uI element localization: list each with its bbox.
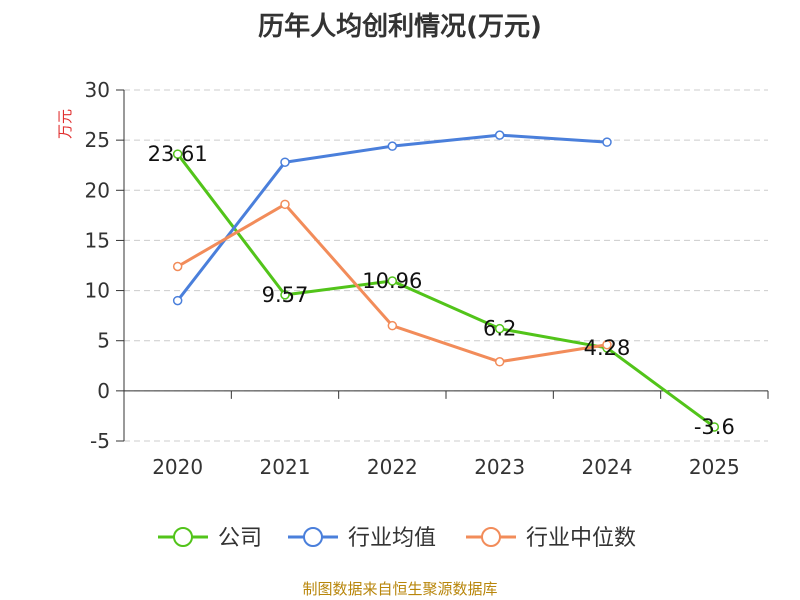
- data-labels: 23.61 9.57 10.96 6.2 4.28 -3.6: [148, 142, 735, 439]
- data-point: [280, 290, 290, 300]
- data-point: [280, 157, 290, 167]
- y-tick-label: 5: [97, 329, 110, 353]
- y-tick-label: -5: [90, 429, 110, 453]
- legend: 公司 行业均值 行业中位数: [158, 526, 636, 551]
- data-point: [172, 295, 183, 306]
- x-tick-label: 2024: [582, 455, 633, 479]
- x-tick-label: 2025: [689, 455, 740, 479]
- series-lines: [172, 130, 720, 432]
- data-label: 9.57: [262, 283, 309, 307]
- x-tick-label: 2023: [474, 455, 525, 479]
- data-label: -3.6: [694, 415, 735, 439]
- data-point: [172, 261, 183, 272]
- data-point: [494, 357, 505, 367]
- y-tick-label: 20: [85, 178, 110, 202]
- legend-marker: [173, 527, 193, 547]
- series-line: [176, 153, 716, 429]
- data-point: [602, 137, 612, 147]
- data-label: 23.61: [148, 142, 208, 166]
- data-label: 6.2: [483, 317, 516, 341]
- y-axis-title: 万元: [56, 109, 74, 139]
- data-point: [494, 130, 505, 140]
- legend-item: 行业中位数: [466, 526, 636, 551]
- y-tick-label: 15: [85, 228, 110, 252]
- y-tick-label: 30: [85, 78, 110, 102]
- legend-marker: [303, 527, 323, 547]
- data-point: [602, 339, 612, 350]
- data-point: [494, 323, 505, 334]
- legend-label: 公司: [218, 526, 262, 551]
- legend-marker: [481, 527, 501, 547]
- y-tick-label: 25: [85, 128, 110, 152]
- data-point: [387, 320, 398, 331]
- data-point: [172, 149, 183, 159]
- x-tick-label: 2022: [367, 455, 418, 479]
- x-tick-label: 2021: [260, 455, 311, 479]
- source-note: 制图数据来自恒生聚源数据库: [302, 580, 498, 598]
- y-tick-label: 10: [85, 279, 110, 303]
- data-label: 4.28: [584, 336, 631, 360]
- legend-label: 行业中位数: [526, 526, 636, 551]
- x-tick-label: 2020: [152, 455, 203, 479]
- chart-title: 历年人均创利情况(万元): [258, 12, 542, 42]
- data-point: [387, 276, 398, 286]
- legend-label: 行业均值: [348, 526, 436, 551]
- data-point: [280, 199, 290, 210]
- data-point: [709, 422, 720, 432]
- y-tick-label: 0: [97, 379, 110, 403]
- data-label: 10.96: [362, 269, 422, 293]
- legend-item: 公司: [158, 526, 262, 551]
- legend-item: 行业均值: [288, 526, 436, 551]
- data-point: [387, 141, 398, 151]
- grid-lines: [124, 89, 768, 442]
